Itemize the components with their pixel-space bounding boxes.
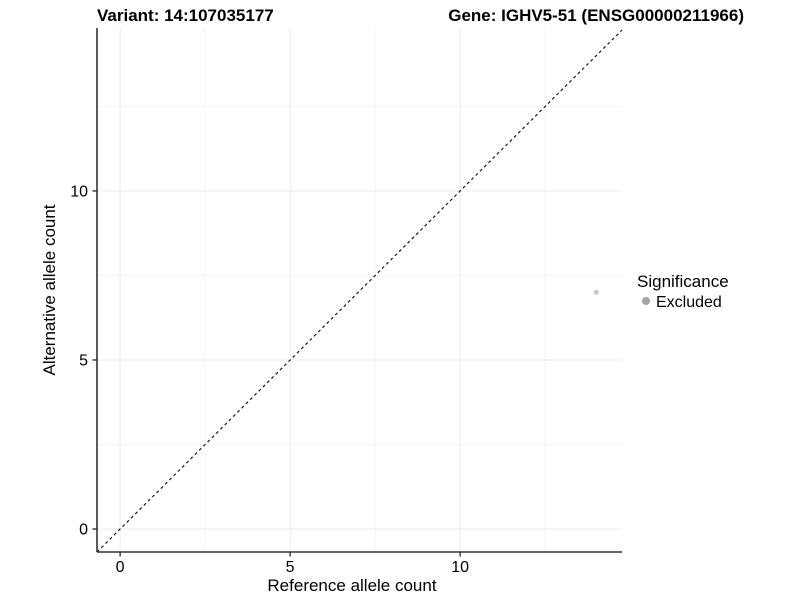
legend-title: Significance	[637, 272, 729, 291]
identity-dashed-line	[96, 29, 623, 553]
y-tick-label: 5	[79, 352, 88, 369]
data-points-layer	[593, 289, 599, 295]
major-gridlines	[97, 28, 622, 552]
legend-entry-label: Excluded	[656, 294, 722, 311]
plot-title-gene: Gene: IGHV5-51 (ENSG00000211966)	[448, 6, 744, 25]
x-axis-label: Reference allele count	[267, 576, 436, 595]
identity-line-layer	[96, 29, 623, 553]
legend-key-dot-icon	[642, 297, 650, 305]
legend: Significance Excluded	[637, 272, 729, 311]
plot-title-variant: Variant: 14:107035177	[97, 6, 274, 25]
x-tick-label: 5	[286, 559, 295, 576]
tick-labels-layer: 0 5 10 0 5 10	[70, 183, 469, 576]
y-tick-label: 0	[79, 522, 88, 539]
x-tick-label: 0	[116, 559, 125, 576]
axis-lines-layer	[96, 28, 622, 553]
y-tick-label: 10	[70, 183, 88, 200]
data-point	[593, 289, 599, 295]
minor-gridlines	[97, 28, 622, 552]
y-axis-label: Alternative allele count	[40, 204, 59, 375]
x-tick-label: 10	[451, 559, 469, 576]
tick-marks-layer	[92, 190, 461, 557]
